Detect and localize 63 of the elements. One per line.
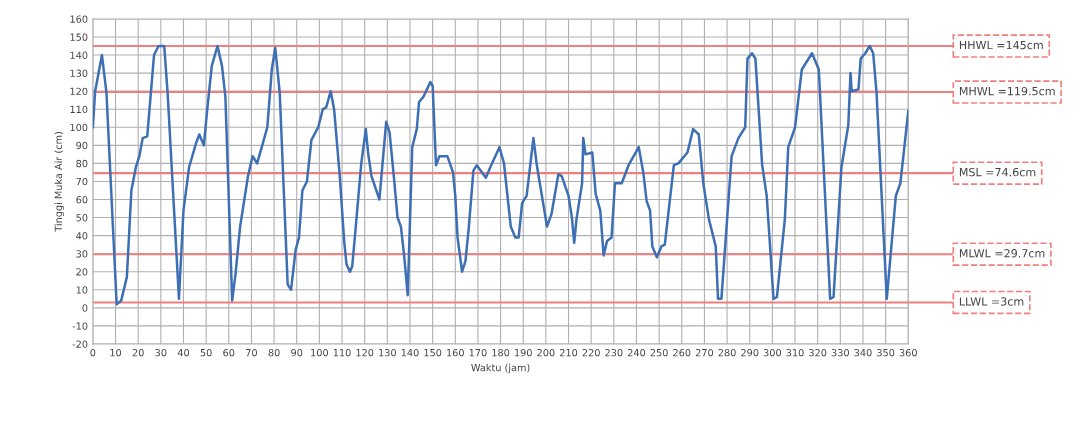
- y-tick-label: 160: [70, 15, 88, 23]
- x-tick-label: 140: [401, 348, 419, 357]
- x-tick-label: 190: [515, 348, 532, 357]
- x-tick-label: 170: [469, 348, 487, 357]
- x-tick-label: 180: [492, 348, 510, 357]
- x-tick-label: 50: [200, 348, 212, 357]
- x-tick-label: 270: [695, 348, 714, 357]
- x-tick-label: 130: [379, 348, 396, 357]
- x-tick-label: 160: [447, 348, 464, 357]
- ref-line-label: MHWL =119.5cm: [959, 86, 1055, 96]
- x-tick-label: 340: [854, 348, 872, 357]
- x-tick-label: 350: [877, 348, 895, 357]
- y-tick-label: 140: [70, 51, 88, 59]
- x-tick-label: 320: [809, 348, 827, 357]
- y-tick-label: -10: [72, 322, 88, 330]
- x-axis-title: Waktu (jam): [471, 363, 530, 374]
- y-tick-label: 150: [70, 33, 88, 41]
- x-tick-label: 210: [559, 348, 578, 357]
- ref-line-label: MLWL =29.7cm: [959, 249, 1045, 258]
- x-tick-label: 10: [110, 348, 122, 357]
- x-tick-label: 290: [741, 348, 759, 357]
- x-tick-label: 120: [356, 348, 374, 357]
- y-tick-label: 60: [76, 195, 88, 204]
- x-tick-label: 100: [311, 348, 329, 357]
- y-tick-label: 90: [76, 141, 88, 150]
- x-tick-label: 250: [650, 348, 668, 357]
- y-tick-label: 20: [76, 268, 88, 276]
- y-tick-label: 130: [70, 69, 88, 77]
- x-tick-label: 80: [268, 348, 280, 357]
- x-tick-label: 30: [155, 348, 167, 357]
- x-tick-label: 240: [627, 348, 646, 357]
- ref-line-label: MSL =74.6cm: [959, 167, 1036, 177]
- y-tick-label: 100: [70, 123, 88, 132]
- y-axis-title: Tinggi Muka Air (cm): [54, 132, 64, 232]
- y-tick-label: 120: [70, 87, 88, 95]
- x-tick-label: 280: [718, 348, 736, 357]
- y-tick-label: 40: [76, 232, 88, 240]
- x-tick-label: 220: [582, 348, 600, 357]
- ref-line-label: HHWL =145cm: [959, 40, 1043, 50]
- x-tick-label: 40: [177, 348, 190, 357]
- x-tick-label: 310: [786, 348, 804, 357]
- y-tick-label: 70: [76, 177, 88, 186]
- x-tick-label: 330: [831, 348, 849, 357]
- x-tick-label: 60: [223, 348, 235, 357]
- y-tick-label: 0: [82, 304, 88, 312]
- ref-line-label: LLWL =3cm: [959, 297, 1024, 306]
- y-tick-label: 30: [76, 250, 88, 258]
- x-tick-label: 90: [291, 348, 303, 357]
- x-tick-label: 0: [90, 348, 96, 357]
- x-tick-label: 150: [424, 348, 442, 357]
- x-tick-label: 230: [605, 348, 623, 357]
- y-tick-label: 10: [76, 286, 88, 294]
- x-tick-label: 70: [246, 348, 257, 357]
- x-tick-label: 260: [673, 348, 691, 357]
- y-tick-label: -20: [72, 340, 88, 348]
- x-tick-label: 300: [763, 348, 782, 357]
- x-tick-label: 20: [132, 348, 144, 357]
- y-tick-label: 50: [76, 214, 88, 222]
- y-tick-label: 110: [70, 105, 88, 114]
- x-tick-label: 110: [333, 348, 351, 357]
- x-tick-label: 360: [899, 348, 917, 357]
- x-tick-label: 200: [537, 348, 555, 357]
- y-tick-label: 80: [76, 159, 88, 168]
